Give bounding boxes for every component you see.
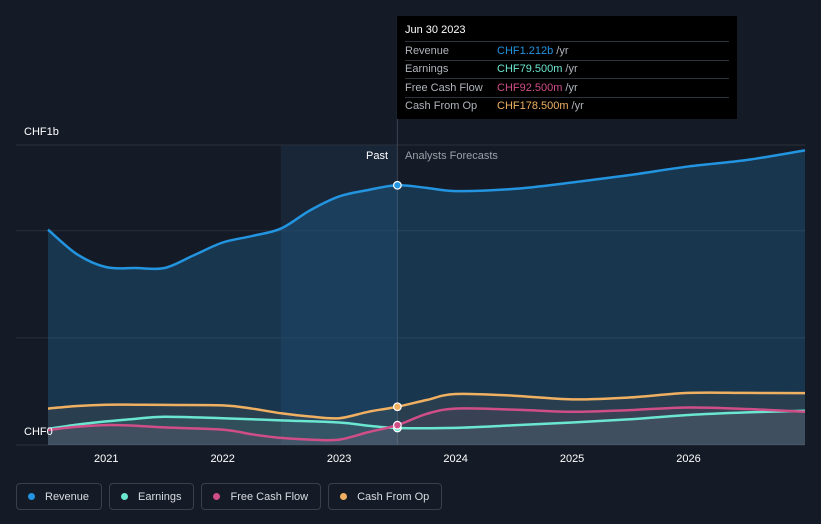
- revenue-area: [48, 150, 805, 446]
- earnings-line: [47, 409, 806, 431]
- legend-item-earnings[interactable]: Earnings: [109, 483, 195, 510]
- x-tick-label: 2024: [443, 453, 467, 465]
- tooltip: Jun 30 2023 Revenue CHF1.212b /yr Earnin…: [397, 16, 737, 119]
- tooltip-label: Free Cash Flow: [405, 81, 483, 94]
- tooltip-unit: /yr: [571, 100, 584, 113]
- cash-from-op-line: [47, 391, 806, 420]
- tooltip-label: Earnings: [405, 63, 449, 76]
- cash-from-op-dot-icon: [340, 493, 348, 500]
- x-tick-label: 2025: [560, 453, 584, 465]
- legend-item-revenue[interactable]: Revenue: [16, 483, 103, 510]
- legend-label: Cash From Op: [357, 490, 430, 503]
- legend-label: Free Cash Flow: [230, 490, 309, 503]
- free-cash-flow-marker: [392, 420, 402, 430]
- legend-item-free-cash-flow[interactable]: Free Cash Flow: [201, 483, 322, 510]
- tooltip-row-earnings: Earnings CHF79.500m /yr: [405, 59, 729, 79]
- tooltip-label: Revenue: [405, 44, 450, 57]
- cash-from-op-marker: [392, 402, 402, 412]
- x-tick-label: 2026: [676, 453, 700, 465]
- x-tick-label: 2022: [210, 453, 234, 465]
- tooltip-value: CHF178.500m: [497, 100, 569, 113]
- tooltip-row-free-cash-flow: Free Cash Flow CHF92.500m /yr: [405, 78, 729, 97]
- x-tick-label: 2023: [327, 453, 351, 465]
- legend-label: Earnings: [138, 490, 182, 503]
- revenue-line: [47, 149, 806, 271]
- past-label: Past: [366, 150, 389, 162]
- tooltip-unit: /yr: [565, 81, 578, 94]
- free-cash-flow-area: [48, 407, 805, 445]
- revenue-marker: [392, 180, 402, 190]
- legend: Revenue Earnings Free Cash Flow Cash Fro…: [16, 483, 443, 510]
- tooltip-row-revenue: Revenue CHF1.212b /yr: [405, 41, 729, 60]
- y-axis-top-label: CHF1b: [24, 126, 59, 138]
- revenue-dot-icon: [28, 493, 35, 500]
- x-tick-label: 2021: [94, 453, 118, 465]
- tooltip-row-cash-from-op: Cash From Op CHF178.500m /yr: [405, 96, 729, 116]
- legend-item-cash-from-op[interactable]: Cash From Op: [328, 483, 443, 510]
- earnings-dot-icon: [121, 493, 129, 500]
- tooltip-value: CHF1.212b: [497, 44, 554, 57]
- y-axis-bottom-label: CHF0: [24, 426, 53, 438]
- tooltip-label: Cash From Op: [405, 100, 478, 113]
- free-cash-flow-line: [47, 406, 806, 442]
- past-highlight-band: [280, 145, 398, 445]
- tooltip-date: Jun 30 2023: [405, 24, 466, 36]
- tooltip-value: CHF92.500m: [497, 81, 563, 94]
- legend-label: Revenue: [45, 490, 90, 503]
- tooltip-unit: /yr: [556, 44, 569, 57]
- tooltip-unit: /yr: [565, 63, 578, 76]
- analysts-forecasts-label: Analysts Forecasts: [405, 150, 498, 162]
- tooltip-value: CHF79.500m: [497, 63, 563, 76]
- free-cash-flow-dot-icon: [213, 493, 221, 500]
